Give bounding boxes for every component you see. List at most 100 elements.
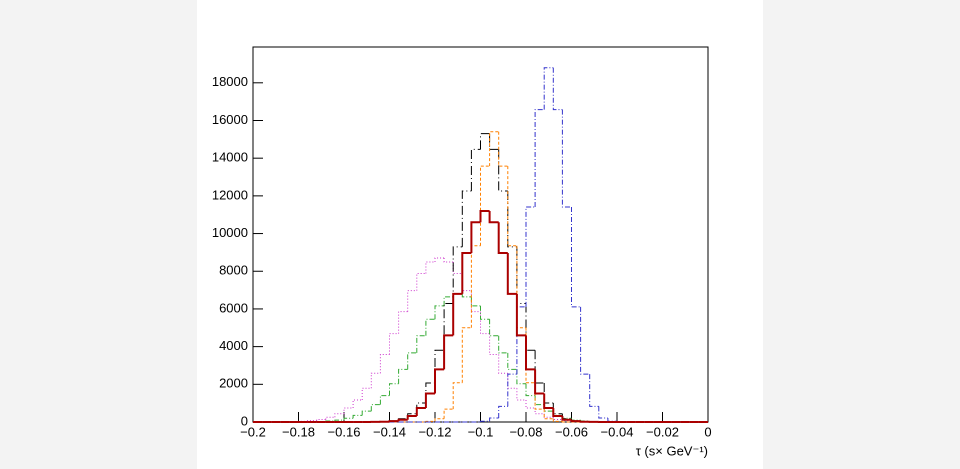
histogram-bin	[534, 369, 545, 395]
histogram-bin	[461, 251, 472, 294]
histogram-bin	[579, 420, 590, 423]
x-tick-label: −0.04	[601, 424, 634, 439]
histogram-bin	[452, 382, 463, 410]
histogram-bin	[434, 349, 445, 383]
y-tick-label: 10000	[212, 225, 248, 240]
histogram-bin	[525, 335, 536, 371]
y-tick-label: 12000	[212, 187, 248, 202]
histogram-bin	[552, 67, 563, 111]
y-tick-label: 0	[241, 413, 248, 428]
x-tick-label: −0.1	[468, 424, 494, 439]
histogram-bin	[516, 388, 526, 401]
histogram-bin	[470, 221, 481, 253]
histogram-bin	[407, 352, 417, 370]
histogram-bin	[515, 293, 526, 337]
histogram-bin	[507, 373, 517, 407]
histogram-bin	[361, 410, 372, 416]
histogram-bin	[397, 418, 408, 422]
histogram-bin	[434, 418, 445, 422]
histogram-bin	[552, 402, 563, 415]
histogram-bin	[425, 261, 435, 274]
x-axis-label: τ (s× GeV⁻¹)	[636, 443, 708, 458]
histogram-bin	[561, 421, 572, 423]
histogram-bin	[398, 368, 408, 384]
x-tick-label: −0.16	[328, 424, 361, 439]
x-tick-label: −0.12	[419, 424, 452, 439]
histogram-bin	[543, 393, 554, 410]
histogram-bin	[480, 133, 490, 150]
y-tick-label: 2000	[219, 376, 248, 391]
histogram-bin	[507, 352, 517, 370]
histogram-bin	[352, 414, 363, 419]
histogram-bin	[498, 405, 508, 419]
histogram-bin	[370, 404, 381, 412]
histogram-bin	[497, 222, 508, 254]
histogram-bin	[543, 67, 554, 110]
histogram-bin	[361, 387, 372, 400]
y-tick-label: 18000	[212, 74, 248, 89]
histogram-bin	[534, 109, 545, 207]
histogram-bin	[379, 354, 390, 374]
histogram-bin	[415, 407, 426, 416]
histogram-bin	[434, 305, 445, 320]
histogram-series	[253, 209, 708, 423]
x-tick-label: −0.08	[510, 424, 543, 439]
histogram-bin	[434, 257, 445, 263]
histogram-bin	[416, 335, 426, 353]
histogram-bin	[543, 409, 554, 420]
y-tick-label: 4000	[219, 338, 248, 353]
histogram-bin	[424, 392, 435, 409]
histogram-bin	[480, 420, 490, 422]
histogram-bin	[525, 327, 536, 384]
histogram-bin	[443, 258, 454, 263]
histogram-bin	[498, 335, 508, 354]
histogram-bin	[434, 368, 445, 394]
x-tick-label: −0.02	[646, 424, 679, 439]
histogram-bin	[443, 296, 454, 306]
histogram-bin	[507, 373, 517, 389]
histogram-bin	[498, 131, 508, 167]
histogram-bin	[389, 333, 399, 355]
histogram-bin	[589, 374, 599, 407]
histogram-bin	[561, 415, 572, 421]
histogram-bin	[389, 383, 399, 396]
histogram-bin	[343, 417, 354, 421]
y-tick-label: 14000	[212, 150, 248, 165]
x-tick-label: 0	[704, 424, 711, 439]
histogram-bin	[552, 408, 563, 417]
histogram-bin	[552, 418, 563, 422]
histogram-bin	[561, 109, 572, 208]
x-tick-label: −0.2	[240, 424, 266, 439]
histogram-bin	[334, 413, 344, 418]
histogram-bin	[570, 419, 581, 423]
y-tick-label: 16000	[212, 112, 248, 127]
histogram-bin	[534, 382, 545, 410]
histogram-bin	[461, 190, 472, 247]
histogram-bin	[489, 333, 499, 356]
histogram-bin	[543, 413, 554, 418]
histogram-bin	[552, 417, 563, 421]
x-tick-label: −0.18	[282, 424, 315, 439]
y-tick-label: 6000	[219, 300, 248, 315]
y-tick-label: 8000	[219, 263, 248, 278]
histogram-bin	[506, 252, 517, 295]
histogram-bin	[525, 383, 536, 397]
histogram-bin	[325, 416, 335, 420]
histogram-bin	[488, 210, 499, 224]
histogram-bin	[406, 414, 417, 420]
histogram-bin	[443, 334, 454, 370]
histogram-bin	[461, 327, 472, 383]
histogram-bin	[580, 306, 590, 375]
histogram-bin	[443, 302, 454, 351]
histogram-bin	[489, 417, 499, 422]
histogram-bin	[461, 293, 472, 298]
histogram-bin	[452, 246, 463, 304]
histogram-bin	[525, 303, 536, 351]
x-tick-label: −0.06	[555, 424, 588, 439]
histogram-bin	[489, 131, 499, 167]
histogram-bin	[598, 406, 608, 419]
histogram-bin	[452, 292, 463, 336]
histogram-bin	[425, 318, 435, 336]
